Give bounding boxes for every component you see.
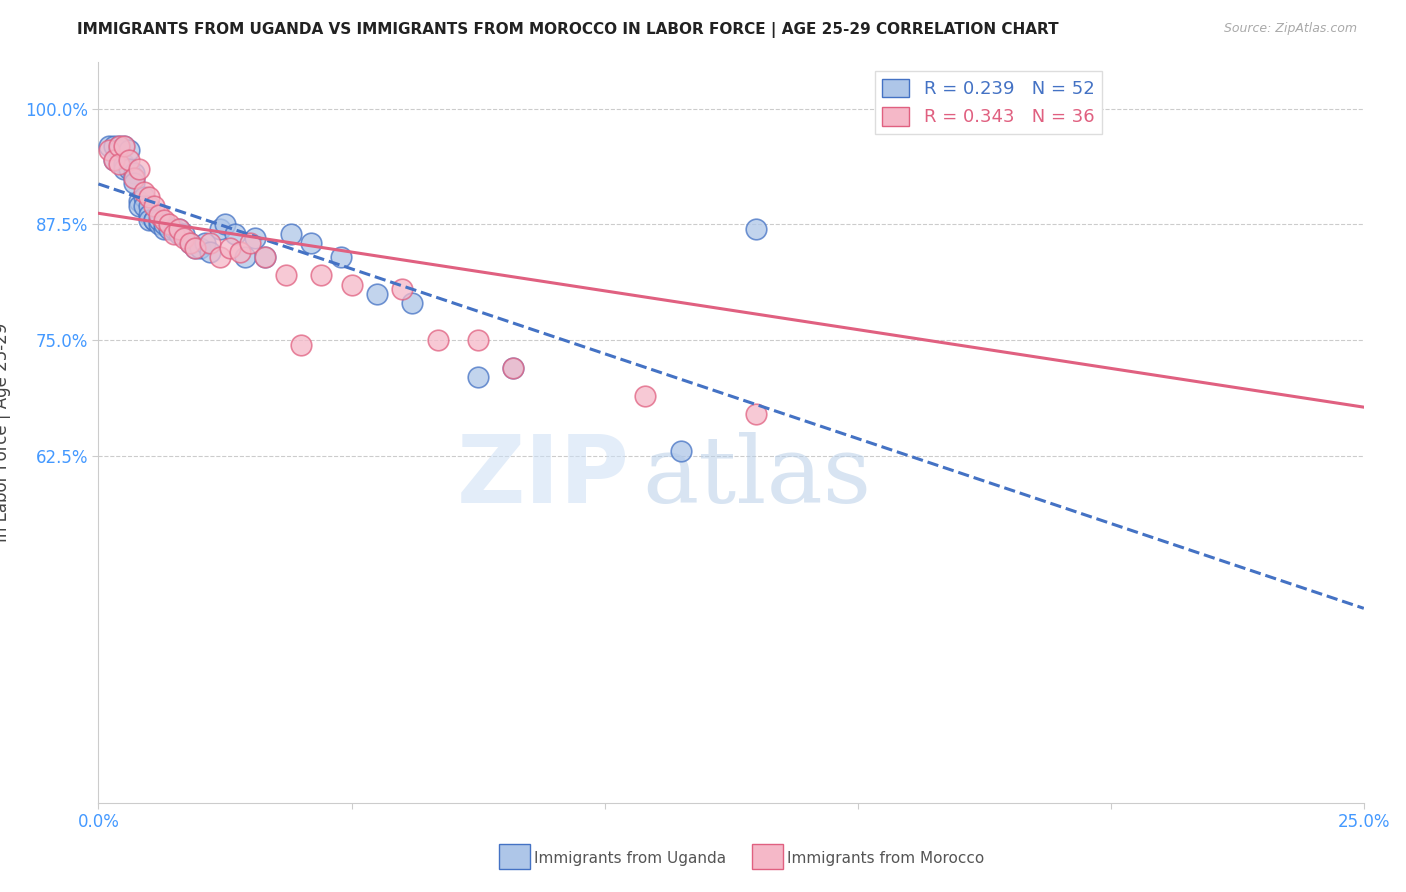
Point [107,144,129,158]
Point [224,227,246,241]
Point [148,218,170,232]
Point [118,153,141,167]
Point [122,166,145,180]
Text: Immigrants from Uganda: Immigrants from Uganda [534,851,727,865]
Point [1074,92,1097,106]
Point [219,240,242,255]
Point [290,337,312,351]
Point [229,245,252,260]
Text: ZIP: ZIP [457,431,630,523]
Point [254,250,277,264]
Point [163,222,186,236]
Point [183,240,205,255]
Point [157,218,180,232]
Point [239,235,262,250]
Point [107,138,129,153]
Point [391,282,413,296]
Point [467,370,489,384]
Point [157,222,180,236]
Point [138,199,160,213]
Point [330,250,353,264]
Point [143,212,166,227]
Point [669,444,692,458]
Point [502,360,524,375]
Point [194,235,217,250]
Point [138,212,160,227]
Point [118,161,141,176]
Point [148,208,170,222]
Point [274,268,297,283]
Point [128,199,150,213]
Point [112,138,135,153]
Point [179,235,201,250]
Point [103,153,125,167]
Legend: R = 0.239   N = 52, R = 0.343   N = 36: R = 0.239 N = 52, R = 0.343 N = 36 [875,71,1102,134]
Point [208,250,231,264]
Point [634,389,657,403]
Point [97,138,120,153]
Point [107,138,129,153]
Point [745,222,768,236]
Point [366,286,388,301]
Point [173,227,195,241]
Point [122,171,145,186]
Point [198,235,221,250]
Point [198,245,221,260]
Point [112,157,135,171]
Point [169,222,191,236]
Point [112,161,135,176]
Point [112,138,135,153]
Point [103,153,125,167]
Point [132,189,155,203]
Point [128,161,150,176]
Point [299,235,322,250]
Point [122,176,145,190]
Text: IMMIGRANTS FROM UGANDA VS IMMIGRANTS FROM MOROCCO IN LABOR FORCE | AGE 25-29 COR: IMMIGRANTS FROM UGANDA VS IMMIGRANTS FRO… [77,22,1059,38]
Point [173,231,195,245]
Point [254,250,277,264]
Point [118,144,141,158]
Point [502,360,524,375]
Point [401,296,423,310]
Point [153,222,176,236]
Point [169,227,191,241]
Point [169,222,191,236]
Point [183,240,205,255]
Point [163,227,186,241]
Text: Immigrants from Morocco: Immigrants from Morocco [787,851,984,865]
Point [280,227,302,241]
Text: Source: ZipAtlas.com: Source: ZipAtlas.com [1223,22,1357,36]
Point [153,212,176,227]
Point [309,268,332,283]
Point [122,171,145,186]
Point [233,250,256,264]
Point [208,222,231,236]
Point [148,212,170,227]
Point [188,240,211,255]
Point [128,194,150,209]
Point [107,157,129,171]
Point [107,144,129,158]
Point [97,144,120,158]
Point [340,277,363,292]
Point [153,218,176,232]
Point [745,407,768,421]
Point [214,218,236,232]
Point [132,199,155,213]
Point [426,333,449,347]
Point [138,208,160,222]
Point [245,231,267,245]
Point [143,212,166,227]
Point [179,235,201,250]
Y-axis label: In Labor Force | Age 25-29: In Labor Force | Age 25-29 [0,323,11,542]
Point [143,199,166,213]
Point [138,189,160,203]
Point [103,138,125,153]
Text: atlas: atlas [643,432,872,522]
Point [132,185,155,199]
Point [467,333,489,347]
